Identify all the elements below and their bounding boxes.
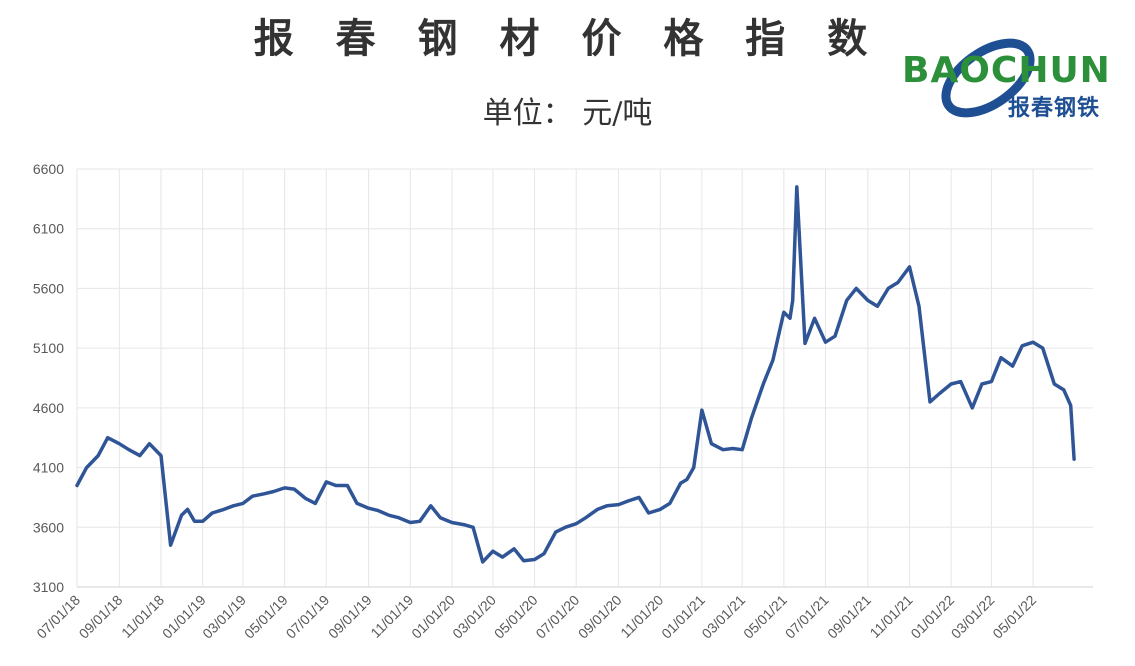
x-tick-label: 07/01/20: [532, 592, 582, 642]
x-tick-label: 11/01/18: [118, 592, 167, 641]
x-tick-label: 09/01/21: [824, 592, 874, 642]
price-index-line: [75, 185, 1076, 564]
horizontal-gridlines: [77, 168, 1093, 588]
chart-title: 报 春 钢 材 价 格 指 数: [253, 16, 882, 62]
x-tick-label: 09/01/18: [76, 592, 126, 642]
x-tick-label: 03/01/21: [698, 592, 748, 642]
x-tick-label: 05/01/20: [491, 592, 541, 642]
y-tick-label: 6100: [33, 221, 64, 237]
x-axis-ticks: 07/01/1809/01/1811/01/1801/01/1903/01/19…: [33, 592, 1039, 642]
logo-chinese-name: 报春钢铁: [1008, 96, 1101, 121]
x-tick-label: 01/01/20: [408, 592, 458, 642]
x-tick-label: 01/01/21: [658, 592, 708, 642]
x-tick-label: 05/01/19: [241, 592, 291, 642]
y-tick-label: 3600: [33, 519, 64, 535]
x-tick-label: 03/01/22: [948, 592, 998, 642]
vertical-gridlines: [76, 169, 1034, 587]
x-tick-label: 01/01/19: [159, 592, 209, 642]
x-tick-label: 07/01/18: [33, 592, 83, 642]
x-tick-label: 09/01/19: [325, 592, 375, 642]
x-tick-label: 03/01/19: [199, 592, 249, 642]
y-axis-ticks: 6600 6100 5600 5100 4600 4100 3600 3100: [33, 161, 64, 595]
y-tick-label: 4100: [33, 460, 64, 476]
chart-subtitle: 单位： 元/吨: [482, 96, 653, 131]
x-tick-label: 09/01/20: [575, 592, 625, 642]
x-tick-label: 11/01/20: [617, 592, 666, 641]
x-tick-label: 11/01/21: [866, 592, 915, 641]
x-tick-label: 01/01/22: [907, 592, 957, 642]
y-tick-label: 3100: [33, 579, 64, 595]
x-tick-label: 05/01/22: [989, 592, 1039, 642]
x-tick-label: 11/01/19: [367, 592, 416, 641]
x-tick-label: 03/01/20: [449, 592, 499, 642]
baochun-logo: BAOCHUN 报春钢铁: [900, 30, 1125, 125]
x-tick-label: 05/01/21: [740, 592, 790, 642]
y-tick-label: 5100: [33, 340, 64, 356]
x-tick-label: 07/01/21: [782, 592, 832, 642]
logo-wordmark: BAOCHUN: [902, 50, 1111, 91]
y-tick-label: 5600: [33, 280, 64, 296]
x-tick-label: 07/01/19: [283, 592, 333, 642]
y-tick-label: 6600: [33, 161, 64, 177]
y-tick-label: 4600: [33, 400, 64, 416]
logo-orbit-icon: [941, 38, 1035, 118]
